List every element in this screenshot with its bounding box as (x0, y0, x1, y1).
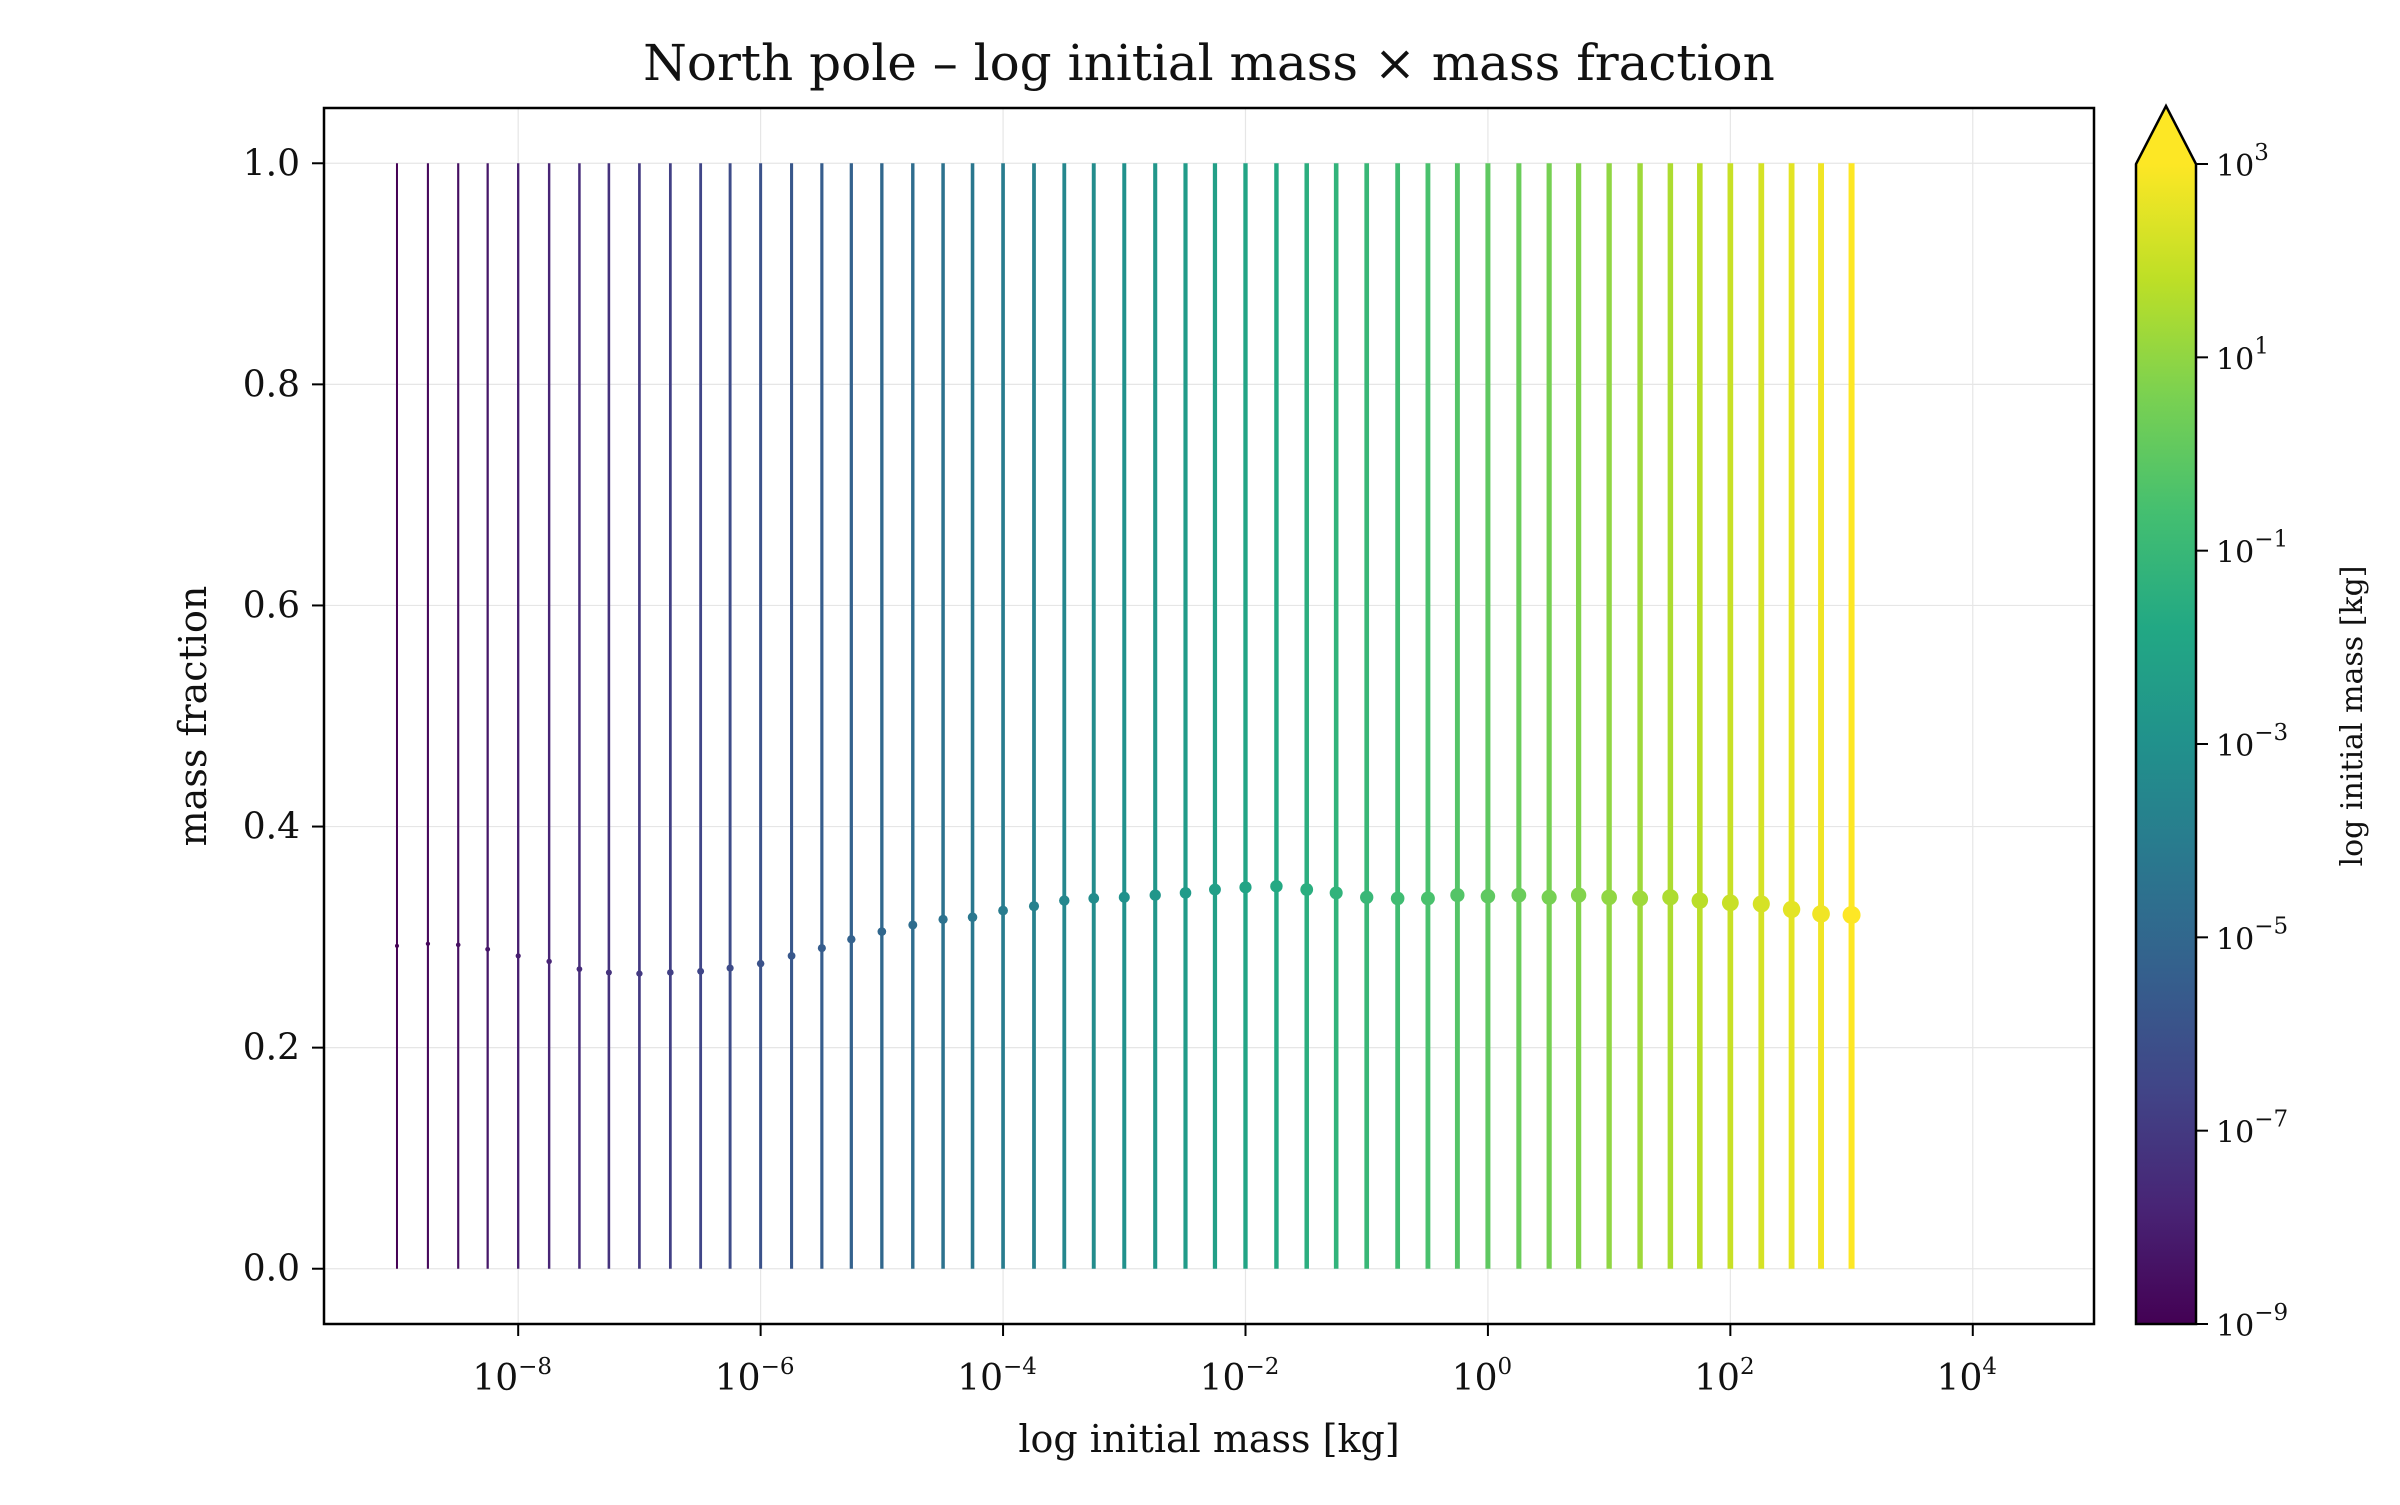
colorbar-tick-label: 10−1 (2216, 527, 2288, 571)
colorbar-tick-label: 10−5 (2216, 913, 2288, 957)
data-point (1239, 881, 1252, 894)
data-point (1118, 891, 1130, 903)
x-tick-label: 10−4 (957, 1354, 1037, 1399)
colorbar: 10−9 10−7 10−5 10−3 10−1 101 103 log initial m… (2134, 103, 2370, 1344)
colorbar-tick-label: 10−7 (2216, 1107, 2288, 1151)
data-point (998, 905, 1008, 916)
y-tick-label: 0.0 (243, 1249, 300, 1290)
data-point (817, 944, 826, 953)
x-tick-label: 10−8 (472, 1354, 552, 1399)
data-point (1480, 888, 1496, 904)
data-point (515, 953, 521, 959)
data-point (1662, 889, 1679, 906)
y-tick-label: 1.0 (243, 143, 300, 184)
data-point (394, 943, 399, 948)
plot-points (394, 880, 1861, 977)
data-point (576, 966, 583, 973)
data-point (1511, 887, 1527, 903)
y-axis: 0.0 0.2 0.4 0.6 0.8 1.0 (243, 143, 324, 1290)
data-point (1420, 891, 1435, 906)
y-axis-label: mass fraction (171, 586, 215, 847)
data-point (1088, 893, 1100, 904)
data-point (546, 958, 552, 965)
data-point (455, 942, 461, 948)
plot-grid (324, 108, 2094, 1324)
data-point (636, 970, 643, 977)
data-point (697, 967, 705, 975)
data-point (1632, 890, 1649, 907)
data-point (877, 927, 887, 936)
data-point (1209, 883, 1221, 896)
data-point (938, 914, 948, 925)
data-point (1329, 886, 1343, 900)
data-point (967, 912, 978, 922)
data-point (1752, 895, 1770, 913)
data-point (726, 964, 734, 972)
plot-frame (322, 106, 2096, 1326)
colorbar-extend-arrow (2136, 106, 2196, 164)
data-point (1601, 889, 1617, 906)
colorbar-outline (2134, 103, 2198, 1326)
data-point (1149, 889, 1161, 901)
data-point (1028, 901, 1040, 912)
data-point (1541, 889, 1557, 905)
y-tick-label: 0.8 (243, 364, 300, 405)
x-axis: 10−8 10−6 10−4 10−2 100 102 104 (472, 1324, 1997, 1399)
colorbar-tick-label: 103 (2216, 140, 2269, 184)
data-point (1691, 892, 1709, 909)
data-point (667, 969, 674, 976)
data-point (1059, 895, 1070, 906)
y-tick-label: 0.2 (243, 1028, 300, 1069)
data-point (1842, 905, 1861, 924)
data-point (605, 969, 612, 976)
data-point (787, 951, 796, 960)
x-tick-label: 10−6 (715, 1354, 795, 1399)
data-point (1450, 887, 1465, 903)
data-point (1179, 887, 1192, 899)
y-tick-label: 0.4 (243, 807, 300, 848)
x-tick-label: 102 (1694, 1354, 1754, 1399)
y-tick-label: 0.6 (243, 585, 300, 626)
data-point (1360, 890, 1374, 904)
colorbar-tick-label: 10−3 (2216, 720, 2288, 764)
chart-title: North pole – log initial mass × mass fra… (643, 34, 1775, 92)
x-tick-label: 10−2 (1200, 1354, 1280, 1399)
colorbar-label: log initial mass [kg] (2335, 565, 2370, 866)
data-point (1570, 887, 1587, 903)
colorbar-tick-label: 101 (2216, 333, 2269, 377)
x-tick-label: 100 (1452, 1354, 1512, 1399)
colorbar-ticks: 10−9 10−7 10−5 10−3 10−1 101 103 (2196, 140, 2288, 1344)
colorbar-tick-label: 10−9 (2216, 1300, 2288, 1344)
data-point (425, 941, 431, 946)
data-point (1270, 880, 1283, 893)
data-point (1721, 894, 1739, 912)
data-point (1812, 905, 1830, 923)
data-point (908, 920, 918, 930)
plot-errorbars (395, 163, 1855, 1269)
x-tick-label: 104 (1937, 1354, 1997, 1399)
data-point (1300, 883, 1314, 896)
data-point (756, 959, 765, 968)
x-axis-label: log initial mass [kg] (1018, 1417, 1399, 1461)
data-point (1390, 891, 1405, 906)
data-point (847, 935, 856, 944)
colorbar-gradient (2136, 164, 2196, 1324)
data-point (1782, 900, 1801, 919)
data-point (485, 946, 491, 952)
